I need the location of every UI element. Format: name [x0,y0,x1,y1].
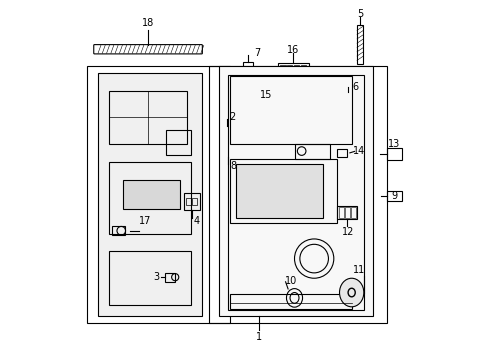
Bar [192,198,197,205]
Bar [292,91,298,99]
Bar [278,63,308,76]
Bar [108,162,190,234]
Bar [276,91,283,99]
Text: 12: 12 [341,227,354,237]
Bar [183,193,200,210]
Bar [386,148,401,160]
Bar [344,207,349,218]
Text: 11: 11 [352,265,364,275]
Bar [185,198,190,205]
Bar [165,273,175,282]
Bar [337,149,346,157]
Text: 5: 5 [356,9,363,19]
Bar [300,64,305,75]
Bar [344,93,352,103]
Bar [280,64,285,75]
Bar [230,76,351,144]
Text: 4: 4 [193,216,199,226]
Bar [242,62,252,82]
Bar [208,66,386,323]
Bar [356,24,363,64]
Bar [350,207,355,218]
Bar [108,251,190,305]
Bar [230,158,337,223]
Bar [228,75,364,310]
Bar [224,146,231,155]
Polygon shape [235,164,323,217]
Bar [338,207,343,218]
Text: 15: 15 [259,90,271,100]
Bar [87,66,230,323]
Polygon shape [219,66,372,316]
Text: 6: 6 [351,82,358,92]
Bar [112,226,124,235]
Bar [337,206,356,219]
Bar [386,191,401,202]
Text: 3: 3 [153,272,159,282]
Text: 1: 1 [255,332,261,342]
Bar [284,91,290,99]
Bar [230,294,351,309]
Bar [223,126,230,137]
Text: 10: 10 [284,276,296,286]
Text: 9: 9 [391,191,397,201]
Text: 18: 18 [142,18,154,28]
Text: 7: 7 [253,48,260,58]
Polygon shape [123,180,180,208]
Text: 2: 2 [228,112,235,122]
Bar [274,90,300,100]
Polygon shape [98,73,201,316]
Bar [286,64,292,75]
Bar [108,91,187,144]
Bar [294,144,329,158]
Ellipse shape [339,278,363,307]
Text: 14: 14 [353,147,365,157]
Bar [293,64,299,75]
Text: 17: 17 [139,216,151,226]
Bar [165,130,190,155]
Text: 8: 8 [229,161,236,171]
Text: 16: 16 [287,45,299,55]
Text: 13: 13 [387,139,400,149]
